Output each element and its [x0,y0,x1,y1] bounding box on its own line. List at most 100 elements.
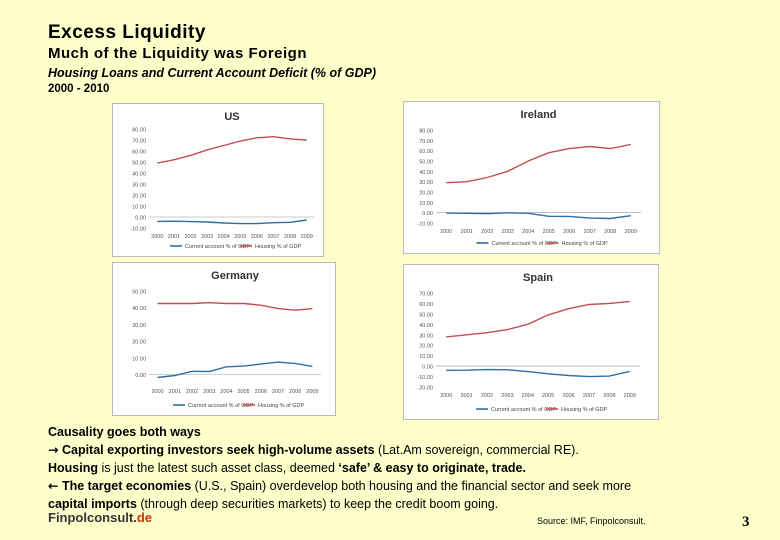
series-current-account-line [157,219,307,225]
x-tick-label: 2007 [267,234,279,240]
x-tick-label: 2003 [203,389,215,395]
x-tick-label: 2009 [301,234,313,240]
y-tick-label: -10.00 [130,227,146,233]
arrow-left-icon: ← [48,478,59,494]
chart-ireland-svg: Ireland 80.00 70.00 60.00 50.00 40.00 30.00 20.… [417,109,641,247]
chart-title: Germany [211,270,260,282]
x-tick-label: 2008 [284,234,296,240]
x-tick-label: 2003 [201,234,213,240]
commentary-line-2: → Capital exporting investors seek high-… [48,442,579,458]
x-tick-label: 2006 [562,393,574,399]
x-tick-label: 2007 [584,229,596,235]
y-tick-label: -10.00 [417,222,433,228]
x-tick-label: 2009 [624,393,636,399]
x-tick-label: 2008 [603,393,615,399]
y-tick-label: 50.00 [132,161,146,167]
x-tick-label: 2002 [184,234,196,240]
commentary-line-3: Housing is just the latest such asset cl… [48,460,526,475]
y-tick-label: 80.00 [132,128,146,134]
y-tick-label: 60.00 [419,302,433,308]
charts-caption: Housing Loans and Current Account Defici… [48,66,377,80]
legend-label: Current account % of GDP [492,241,557,247]
y-tick-label: 20.00 [132,194,146,200]
x-tick-label: 2003 [501,393,513,399]
brand-logo-text: Finpolconsult.de [48,510,152,525]
commentary-line-1: Causality goes both ways [48,425,201,439]
y-tick-label: 50.00 [419,160,433,166]
x-tick-label: 2001 [169,389,181,395]
page-subtitle: Much of the Liquidity was Foreign [48,45,307,62]
series-current-account-line [446,368,630,378]
x-tick-label: 2004 [522,393,534,399]
year-range: 2000 - 2010 [48,83,110,95]
series-housing-line [446,300,630,338]
x-tick-label: 2005 [234,234,246,240]
chart-title: US [224,111,239,123]
x-tick-label: 2009 [306,389,318,395]
legend-label: Housing % of GDP [255,244,301,250]
y-tick-label: 0.00 [135,373,146,379]
y-tick-label: 30.00 [132,323,146,329]
y-tick-label: 10.00 [419,354,433,360]
y-tick-label: 30.00 [132,183,146,189]
chart-spain: Spain 70.00 60.00 50.00 40.00 30.00 20.00 10.00… [403,264,659,420]
chart-germany-svg: Germany 50.00 40.00 30.00 20.00 10.00 0.00 2000… [132,270,321,409]
source-note: Source: IMF, Finpolconsult. [537,516,646,526]
x-tick-label: 2005 [543,229,555,235]
x-tick-label: 2001 [460,393,472,399]
y-tick-label: 0.00 [135,216,146,222]
y-tick-label: 40.00 [132,172,146,178]
x-tick-label: 2005 [542,393,554,399]
x-tick-label: 2007 [272,389,284,395]
x-tick-label: 2000 [440,393,452,399]
x-tick-label: 2002 [186,389,198,395]
x-tick-label: 2006 [251,234,263,240]
x-tick-label: 2008 [604,229,616,235]
x-tick-label: 2009 [625,229,637,235]
y-tick-label: 20.00 [419,344,433,350]
y-tick-label: 60.00 [132,150,146,156]
y-tick-label: 10.00 [132,205,146,211]
x-tick-label: 2004 [218,234,230,240]
y-tick-label: 0.00 [422,365,433,371]
legend-label: Housing % of GDP [561,407,607,413]
series-current-account-line [446,212,631,220]
series-housing-line [157,135,307,164]
y-tick-label: 20.00 [419,191,433,197]
x-tick-label: 2000 [440,229,452,235]
y-tick-label: 40.00 [419,323,433,329]
x-tick-label: 2002 [481,229,493,235]
y-tick-label: 10.00 [132,356,146,362]
y-tick-label: 40.00 [132,306,146,312]
y-tick-label: 70.00 [132,139,146,145]
chart-ireland: Ireland 80.00 70.00 60.00 50.00 40.00 30.00 20.… [403,101,660,254]
x-tick-label: 2006 [255,389,267,395]
chart-us: US 80.00 70.00 60.00 50.00 40.00 30.00 20.00 10.… [112,103,324,257]
x-tick-label: 2006 [563,229,575,235]
x-tick-label: 2001 [461,229,473,235]
x-tick-label: 2008 [289,389,301,395]
legend-label: Current account % of GDP [188,403,253,409]
y-tick-label: 0.00 [422,211,433,217]
x-tick-label: 2004 [220,389,232,395]
series-housing-line [446,143,631,184]
y-tick-label: 20.00 [132,340,146,346]
x-tick-label: 2004 [522,229,534,235]
commentary-line-4: ← The target economies (U.S., Spain) ove… [48,478,632,494]
y-tick-label: 10.00 [419,201,433,207]
legend-label: Current account % of GDP [185,244,250,250]
commentary: Causality goes both ways → Capital expor… [48,424,748,513]
y-tick-label: 50.00 [132,290,146,296]
y-tick-label: 40.00 [419,170,433,176]
legend-label: Housing % of GDP [562,241,608,247]
legend-label: Housing % of GDP [258,403,304,409]
y-tick-label: 30.00 [419,180,433,186]
x-tick-label: 2002 [481,393,493,399]
arrow-right-icon: → [48,442,59,458]
y-tick-label: -20.00 [417,386,433,392]
chart-germany: Germany 50.00 40.00 30.00 20.00 10.00 0.00 2000… [112,262,336,416]
series-housing-line [157,301,313,311]
y-tick-label: 30.00 [419,333,433,339]
chart-title: Spain [523,272,553,284]
chart-spain-svg: Spain 70.00 60.00 50.00 40.00 30.00 20.00 10.00… [417,272,640,413]
